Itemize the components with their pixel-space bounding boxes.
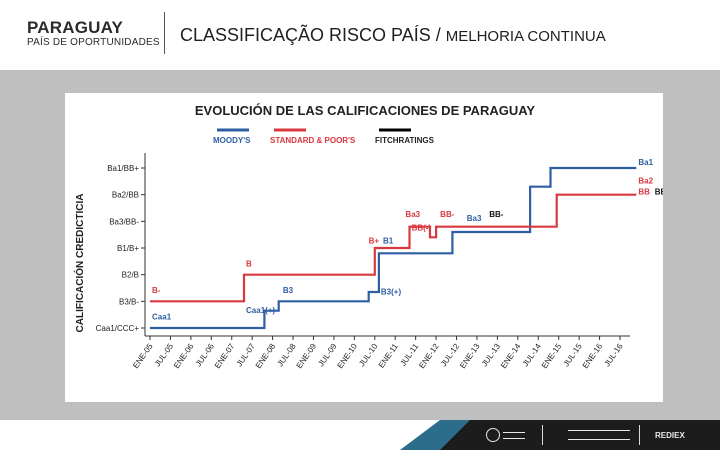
y-tick-label: B1/B+ <box>117 244 139 253</box>
series-lines <box>150 166 637 330</box>
series-data-label: B3(+) <box>381 287 402 296</box>
rediex-logo-icon <box>568 428 630 442</box>
rediex-logo-mark <box>568 430 630 440</box>
y-axis-ticks: Caa1/CCC+ B3/B- B2/B B1/B+ Ba3/BB- Ba2/BB Ba1/… <box>96 164 145 333</box>
chart-legend: MOODY'S STANDARD & POOR'S FITCHRATINGS <box>213 128 435 145</box>
x-tick-label: ENE-15 <box>540 342 564 371</box>
series-data-label: Ba1 <box>638 158 653 167</box>
legend-label: STANDARD & POOR'S <box>270 136 356 145</box>
brand-subtitle: PAÍS DE OPORTUNIDADES <box>27 37 160 48</box>
series-data-label: BB <box>655 187 663 196</box>
series-labels: Caa1 Caa1(+) B3 B3(+) B1 Ba3 Ba1 B- B B+ Ba3 BB(-) B… <box>152 158 663 322</box>
x-tick-label: ENE-10 <box>336 342 360 371</box>
x-tick-label: ENE-09 <box>295 342 319 371</box>
series-data-label: Ba3 <box>405 210 420 219</box>
x-tick-label: ENE-14 <box>499 342 523 371</box>
rediex-label-logo: REDIEX <box>655 428 685 442</box>
gobierno-nacional-seal-icon <box>486 428 525 442</box>
slide-title: CLASSIFICAÇÃO RISCO PAÍS / MELHORIA CONT… <box>180 25 606 46</box>
rating-chart: EVOLUCIÓN DE LAS CALIFICACIONES DE PARAG… <box>65 93 663 402</box>
series-data-label: B- <box>152 286 161 295</box>
series-data-label: B+ <box>369 237 380 246</box>
footer-band <box>470 420 720 450</box>
x-tick-label: ENE-13 <box>458 342 482 371</box>
x-axis-ticks: ENE-05JUL-05ENE-06JUL-06ENE-07JUL-07ENE-… <box>131 336 625 370</box>
series-data-label: Caa1 <box>152 313 172 322</box>
series-data-label: B3 <box>283 286 294 295</box>
series-data-label: BB- <box>440 210 455 219</box>
x-tick-label: ENE-16 <box>581 342 605 371</box>
series-data-label: Caa1(+) <box>246 306 275 315</box>
y-tick-label: Caa1/CCC+ <box>96 324 140 333</box>
slide-title-main: CLASSIFICAÇÃO RISCO PAÍS / <box>180 25 446 45</box>
x-tick-label: ENE-05 <box>131 342 155 371</box>
series-data-label: Ba2 <box>638 177 653 186</box>
chart-axes <box>144 153 630 337</box>
x-tick-label: ENE-11 <box>377 342 400 370</box>
footer-logo-divider <box>542 425 543 445</box>
series-data-label: B1 <box>383 237 394 246</box>
legend-label: FITCHRATINGS <box>375 136 435 145</box>
header-divider <box>164 12 165 54</box>
series-line <box>150 166 637 330</box>
y-axis-label: CALIFICACIÓN CREDICTICIA <box>73 194 86 333</box>
slide-title-sub: MELHORIA CONTINUA <box>445 28 606 45</box>
rediex-label: REDIEX <box>655 430 685 440</box>
series-data-label: BB <box>638 187 650 196</box>
header: PARAGUAY PAÍS DE OPORTUNIDADES CLASSIFIC… <box>0 0 720 70</box>
x-tick-label: ENE-08 <box>254 342 278 371</box>
series-data-label: BB(-) <box>412 223 432 232</box>
x-tick-label: ENE-06 <box>172 342 196 371</box>
x-tick-label: ENE-12 <box>417 342 441 371</box>
footer-accent-cut <box>440 420 470 450</box>
seal-text-lines <box>503 431 525 439</box>
y-tick-label: Ba1/BB+ <box>107 164 139 173</box>
rating-chart-svg: EVOLUCIÓN DE LAS CALIFICACIONES DE PARAG… <box>73 103 663 370</box>
y-tick-label: B3/B- <box>119 297 139 306</box>
series-data-label: BB- <box>489 210 504 219</box>
y-tick-label: Ba3/BB- <box>109 217 139 226</box>
series-data-label: Ba3 <box>467 214 482 223</box>
brand-title: PARAGUAY <box>27 18 124 37</box>
x-tick-label: JUL-16 <box>602 342 624 369</box>
y-tick-label: B2/B <box>122 271 139 280</box>
chart-title: EVOLUCIÓN DE LAS CALIFICACIONES DE PARAG… <box>195 103 536 118</box>
seal-icon <box>486 428 500 442</box>
y-tick-label: Ba2/BB <box>112 191 139 200</box>
x-tick-label: ENE-07 <box>213 342 237 371</box>
series-line <box>150 193 637 303</box>
footer-logo-divider-2 <box>639 425 640 445</box>
footer-accent-shape <box>400 420 440 450</box>
legend-label: MOODY'S <box>213 136 251 145</box>
series-data-label: B <box>246 259 252 268</box>
